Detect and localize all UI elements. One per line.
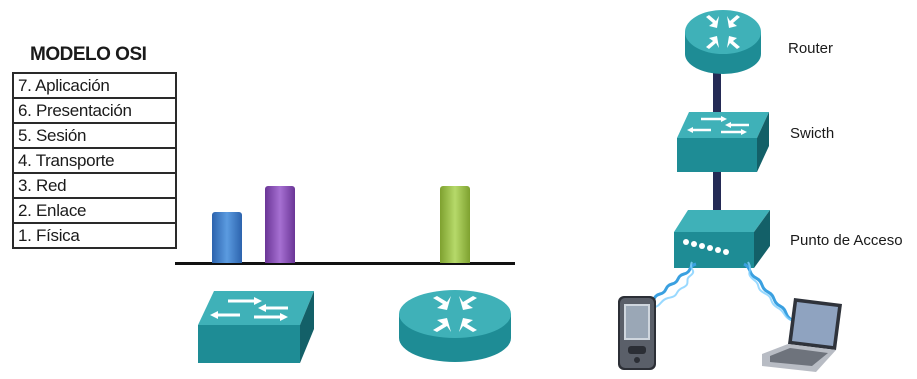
wireless-link-left (647, 261, 697, 309)
router-label: Router (788, 40, 834, 57)
osi-layer-7: 7. Aplicación (12, 72, 177, 99)
osi-layer-6: 6. Presentación (12, 97, 177, 124)
switch-label: Swicth (790, 125, 835, 142)
osi-model-title: MODELO OSI (30, 44, 147, 65)
access-point-icon (674, 210, 770, 268)
osi-layer-4: 4. Transporte (12, 147, 177, 174)
router-switch-link (713, 72, 721, 120)
switch-layer2-bar (212, 212, 242, 263)
osi-layer-3: 3. Red (12, 172, 177, 199)
laptop-icon (762, 298, 842, 372)
router-layer3-bar (440, 186, 470, 263)
switch-icon-top (677, 112, 769, 172)
wireless-link-right (743, 261, 797, 323)
access-point-label: Punto de Acceso (790, 232, 903, 249)
switch-ap-link (713, 172, 721, 212)
switch-icon (198, 291, 314, 363)
osi-layer-2: 2. Enlace (12, 197, 177, 224)
router-icon-top (685, 10, 761, 74)
osi-layer-table: 7. Aplicación 6. Presentación 5. Sesión … (12, 72, 177, 249)
pda-icon (618, 296, 656, 370)
osi-layer-1: 1. Física (12, 222, 177, 249)
osi-baseline (175, 262, 515, 265)
switch-layer3-bar (265, 186, 295, 263)
router-icon (399, 290, 511, 362)
osi-layer-5: 5. Sesión (12, 122, 177, 149)
